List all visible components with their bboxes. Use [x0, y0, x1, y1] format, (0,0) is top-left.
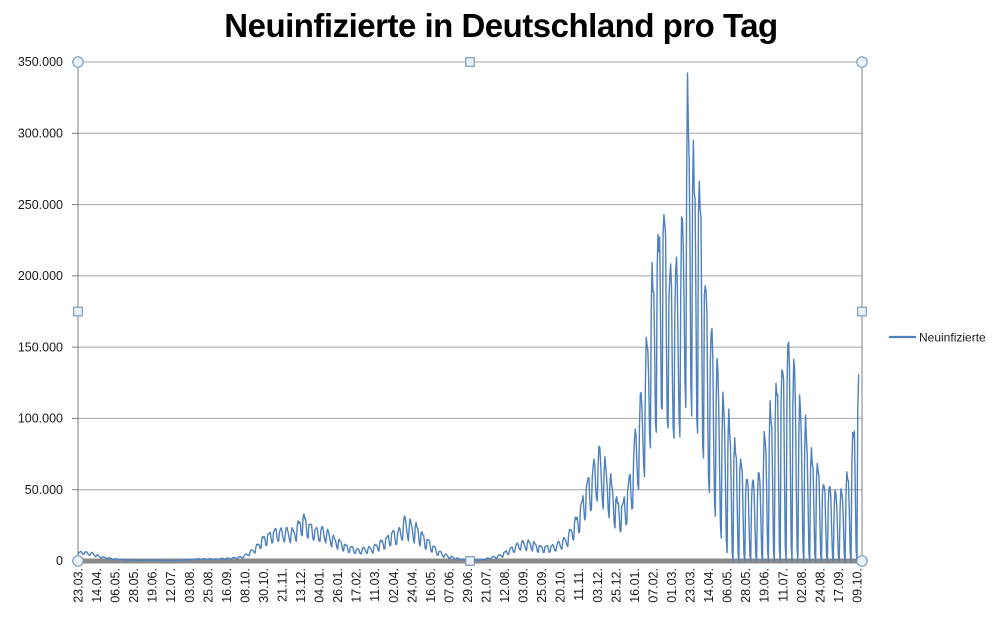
x-axis-label: 24.04. — [405, 568, 419, 603]
x-axis-label: 14.04. — [90, 568, 104, 603]
x-axis-label: 11.07. — [776, 568, 790, 602]
legend-label: Neuinfizierte — [919, 331, 986, 345]
x-axis-label: 09.10. — [850, 568, 864, 603]
x-axis-label: 16.01. — [628, 568, 642, 603]
x-axis-label: 03.12. — [591, 568, 605, 603]
x-axis-label: 12.07. — [164, 568, 178, 603]
x-axis-label: 28.05. — [127, 568, 141, 603]
x-axis-label: 16.09. — [220, 568, 234, 603]
selection-handle-mid[interactable] — [857, 306, 867, 317]
selection-handle-mid[interactable] — [73, 306, 83, 317]
x-axis-label: 01.03. — [665, 568, 679, 603]
x-axis-label: 11.11. — [572, 568, 586, 601]
x-axis-label: 24.08. — [813, 568, 827, 603]
x-axis-label: 02.04. — [387, 568, 401, 603]
x-axis-label: 29.06. — [461, 568, 475, 603]
x-axis-label: 25.09. — [535, 568, 549, 603]
x-axis-label: 21.11. — [276, 568, 290, 602]
x-axis-label: 07.06. — [442, 568, 456, 603]
x-axis-label: 16.05. — [424, 568, 438, 603]
y-axis-label: 0 — [56, 554, 63, 568]
x-axis[interactable]: 23.03. 14.04. 06.05. 28.05. 19.06. 12.07. 03.0… — [72, 568, 865, 603]
x-axis-label: 30.10. — [257, 568, 271, 603]
x-axis-label: 19.06. — [146, 568, 160, 603]
x-axis-label: 19.06. — [758, 568, 772, 603]
y-axis-label: 50.000 — [25, 483, 63, 497]
gridlines — [78, 61, 862, 491]
selection-handle-corner[interactable] — [856, 555, 868, 567]
y-axis-label: 200.000 — [18, 269, 63, 283]
x-axis-label: 06.05. — [721, 568, 735, 603]
x-axis-label: 23.03. — [684, 568, 698, 603]
selection-handle-mid[interactable] — [465, 556, 475, 566]
x-axis-label: 14.04. — [702, 568, 716, 603]
legend[interactable]: Neuinfizierte — [889, 331, 986, 345]
x-axis-label: 07.02. — [646, 568, 660, 603]
x-axis-label: 25.08. — [201, 568, 215, 603]
x-axis-label: 12.08. — [498, 568, 512, 603]
y-axis-label: 350.000 — [18, 55, 63, 69]
x-axis-label: 03.08. — [183, 568, 197, 603]
selection-handle-mid[interactable] — [465, 57, 475, 67]
x-axis-label: 25.12. — [609, 568, 623, 603]
selection-handle-corner[interactable] — [72, 56, 84, 68]
selection-handle-corner[interactable] — [856, 56, 868, 68]
x-axis-label: 13.12. — [294, 568, 308, 603]
y-axis-label: 150.000 — [18, 340, 63, 354]
y-axis-label: 300.000 — [18, 126, 63, 140]
y-axis[interactable]: 0 50.000 100.000 150.000 200.000 250.000 300.0… — [18, 55, 63, 568]
x-axis-label: 11.03. — [368, 568, 382, 602]
selection-handles — [72, 56, 868, 567]
y-axis-label: 100.000 — [18, 412, 63, 426]
x-axis-label: 04.01. — [313, 568, 327, 603]
x-axis-label: 17.02. — [350, 568, 364, 603]
plot-area[interactable] — [78, 62, 862, 561]
chart-title[interactable]: Neuinfizierte in Deutschland pro Tag — [224, 7, 778, 44]
x-axis-label: 08.10. — [238, 568, 252, 603]
x-axis-label: 06.05. — [109, 568, 123, 603]
x-axis-label: 20.10. — [554, 568, 568, 603]
x-axis-label: 03.09. — [517, 568, 531, 603]
x-axis-label: 21.07. — [480, 568, 494, 603]
selection-handle-corner[interactable] — [72, 555, 84, 567]
x-axis-label: 17.09. — [832, 568, 846, 603]
x-axis-label: 26.01. — [331, 568, 345, 603]
x-axis-label: 02.08. — [795, 568, 809, 603]
x-axis-label: 23.03. — [72, 568, 86, 603]
x-axis-label: 28.05. — [739, 568, 753, 603]
y-axis-label: 250.000 — [18, 198, 63, 212]
